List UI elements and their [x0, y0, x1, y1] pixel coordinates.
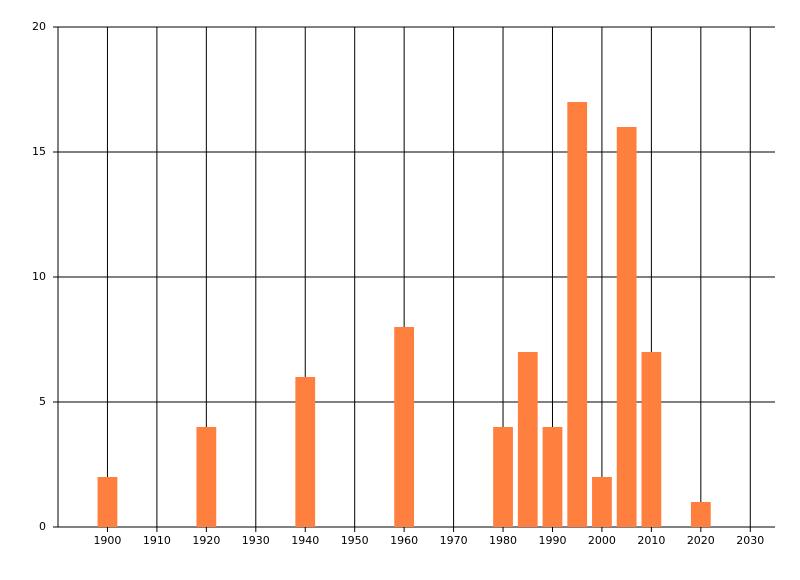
x-tick-label: 1960 [390, 534, 418, 547]
x-tick-label: 1920 [192, 534, 220, 547]
y-tick-label: 5 [39, 395, 46, 408]
bar [690, 502, 711, 527]
bar [641, 352, 662, 527]
bar [567, 102, 588, 527]
bar [295, 377, 316, 527]
bar [97, 477, 118, 527]
y-tick-label: 10 [32, 270, 46, 283]
y-tick-label: 15 [32, 145, 46, 158]
x-tick-label: 1970 [440, 534, 468, 547]
x-tick-label: 1990 [538, 534, 566, 547]
bar [542, 427, 563, 527]
y-tick-label: 20 [32, 20, 46, 33]
x-tick-label: 1940 [291, 534, 319, 547]
x-tick-label: 1950 [341, 534, 369, 547]
x-tick-label: 2010 [637, 534, 665, 547]
x-tick-label: 2000 [588, 534, 616, 547]
bar [592, 477, 612, 527]
x-tick-label: 2020 [687, 534, 715, 547]
x-tick-label: 1980 [489, 534, 517, 547]
bar [196, 427, 217, 527]
bar [616, 127, 637, 527]
x-tick-label: 2030 [736, 534, 764, 547]
x-tick-label: 1910 [143, 534, 171, 547]
x-tick-label: 1930 [242, 534, 270, 547]
y-tick-label: 0 [39, 520, 46, 533]
x-tick-label: 1900 [93, 534, 121, 547]
bar [394, 327, 415, 527]
bar [517, 352, 538, 527]
bar [493, 427, 513, 527]
